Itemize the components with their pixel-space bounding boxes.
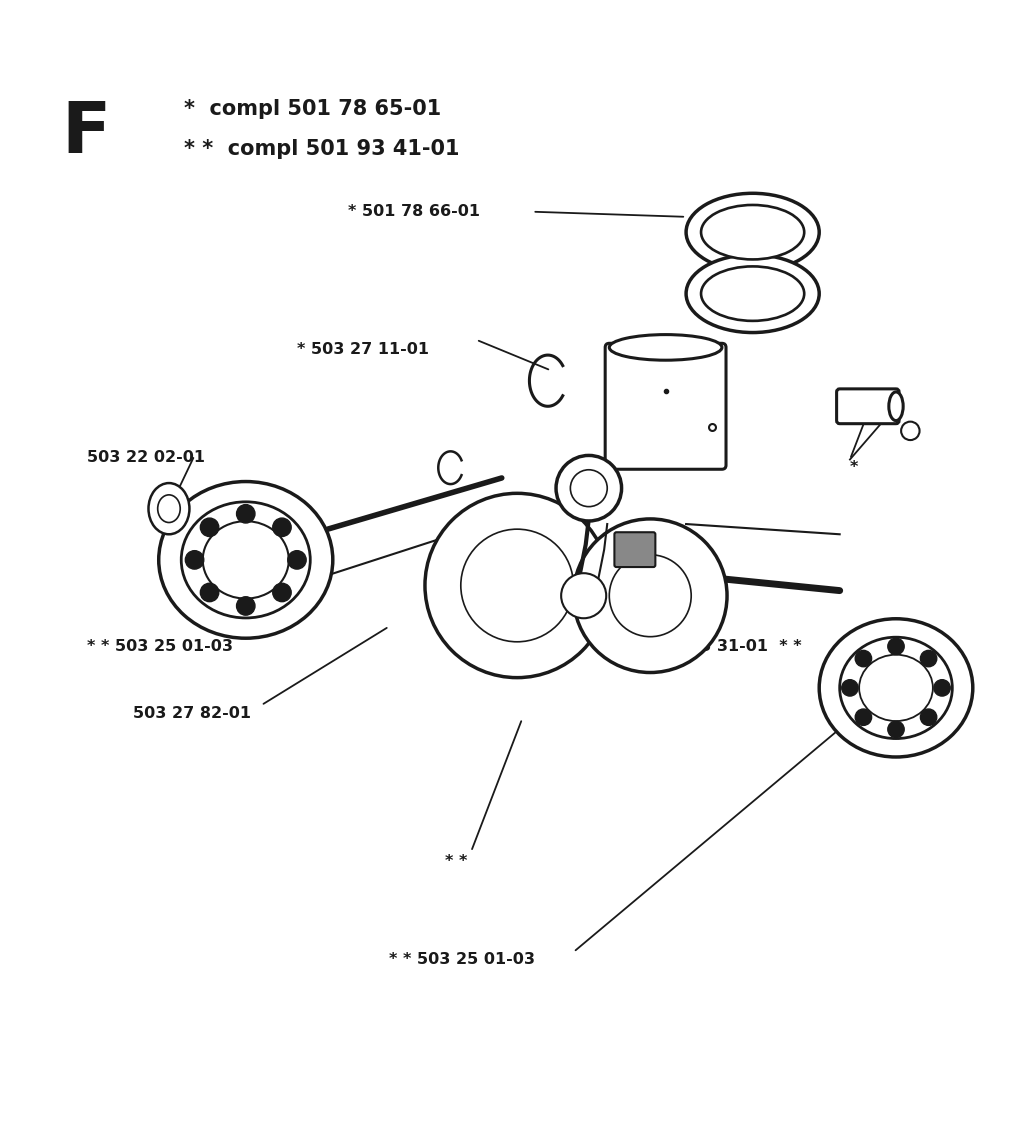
Text: 503 25 31-01  * *: 503 25 31-01 * * (650, 640, 802, 654)
Ellipse shape (203, 521, 289, 599)
Ellipse shape (701, 205, 804, 260)
Text: * * 503 25 01-03: * * 503 25 01-03 (87, 640, 233, 654)
Text: 503 22 02-01: 503 22 02-01 (87, 450, 205, 464)
Circle shape (201, 518, 219, 537)
FancyBboxPatch shape (605, 344, 726, 469)
Circle shape (561, 573, 606, 618)
Text: * 503 27 11-01: * 503 27 11-01 (297, 342, 429, 357)
FancyBboxPatch shape (837, 389, 899, 424)
Text: * *: * * (445, 854, 468, 869)
Circle shape (556, 455, 622, 521)
Circle shape (201, 583, 219, 601)
Circle shape (855, 651, 871, 667)
Circle shape (888, 638, 904, 654)
Ellipse shape (840, 637, 952, 739)
Circle shape (237, 597, 255, 615)
Ellipse shape (889, 392, 903, 420)
Circle shape (272, 518, 291, 537)
Circle shape (288, 550, 306, 570)
Text: *  compl 501 78 65-01: * compl 501 78 65-01 (184, 99, 441, 119)
Circle shape (855, 709, 871, 725)
Circle shape (272, 583, 291, 601)
Circle shape (921, 709, 937, 725)
Circle shape (573, 519, 727, 672)
Circle shape (461, 529, 573, 642)
Circle shape (888, 721, 904, 738)
Circle shape (921, 651, 937, 667)
Text: *: * (850, 460, 858, 476)
Circle shape (609, 555, 691, 636)
Ellipse shape (158, 495, 180, 522)
Ellipse shape (701, 267, 804, 321)
Circle shape (185, 550, 204, 570)
Circle shape (901, 421, 920, 440)
Text: F: F (61, 99, 111, 168)
Text: * *  compl 501 93 41-01: * * compl 501 93 41-01 (184, 139, 460, 159)
FancyBboxPatch shape (614, 532, 655, 567)
Text: * 501 78 66-01: * 501 78 66-01 (348, 205, 480, 219)
Circle shape (425, 494, 609, 678)
Circle shape (237, 505, 255, 523)
Text: * * 503 25 01-03: * * 503 25 01-03 (389, 951, 536, 967)
Ellipse shape (819, 619, 973, 757)
Ellipse shape (148, 484, 189, 534)
Ellipse shape (609, 334, 722, 360)
Ellipse shape (181, 502, 310, 618)
Circle shape (570, 470, 607, 506)
Ellipse shape (686, 193, 819, 271)
Ellipse shape (859, 654, 933, 721)
Ellipse shape (159, 481, 333, 638)
Circle shape (842, 679, 858, 696)
Text: 503 27 82-01: 503 27 82-01 (133, 706, 251, 721)
Circle shape (934, 679, 950, 696)
Ellipse shape (686, 254, 819, 332)
